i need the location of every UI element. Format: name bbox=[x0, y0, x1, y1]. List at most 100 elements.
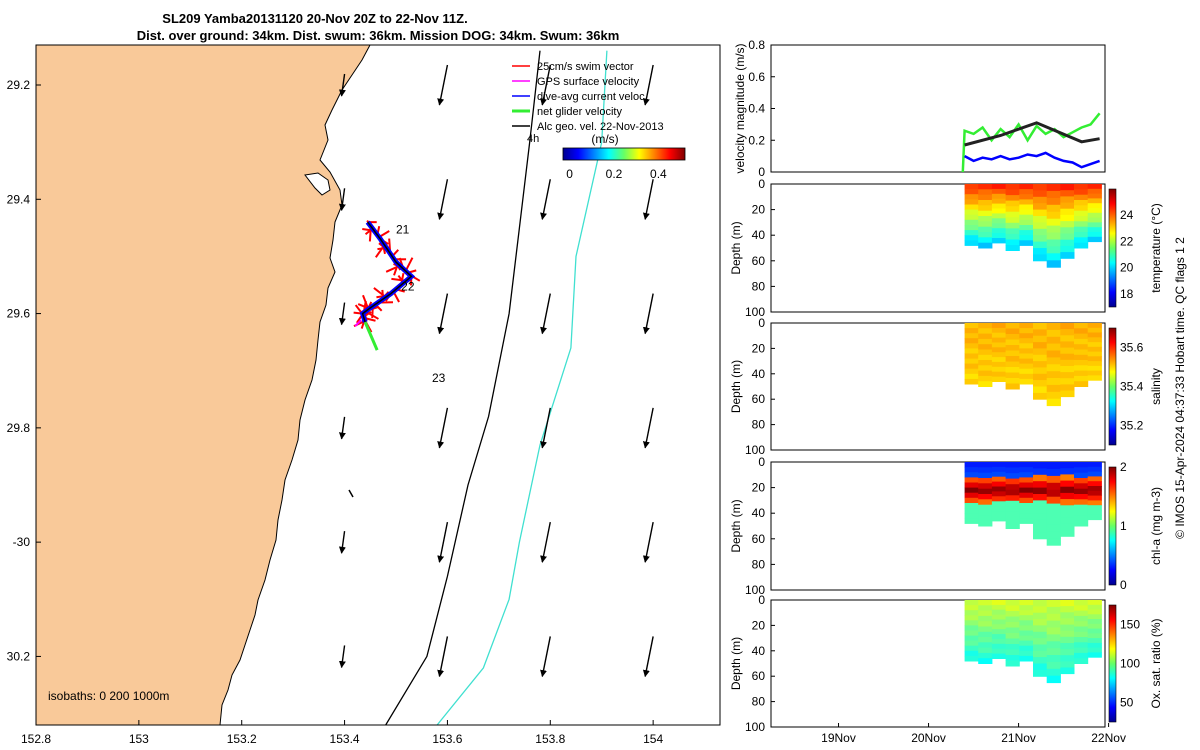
salinity-cell bbox=[978, 375, 993, 382]
salinity-colorbar-tick: 35.6 bbox=[1120, 341, 1144, 355]
salinity-cell bbox=[1060, 329, 1075, 336]
temperature-cell bbox=[978, 221, 993, 228]
oxygen-ytick-label: 60 bbox=[752, 669, 766, 683]
oxygen-cell bbox=[1046, 655, 1061, 663]
chlorophyll-cell bbox=[1033, 532, 1048, 540]
temperature-cell bbox=[1033, 196, 1048, 204]
temperature-cell bbox=[1019, 204, 1034, 211]
chlorophyll-cell bbox=[964, 467, 979, 473]
oxygen-cell bbox=[991, 634, 1007, 640]
chlorophyll-cell bbox=[991, 506, 1007, 512]
temperature-cell bbox=[978, 237, 993, 244]
temperature-cell bbox=[991, 213, 1007, 219]
time-xtick-label: 20Nov bbox=[911, 731, 946, 745]
salinity-cell bbox=[1087, 375, 1102, 381]
oxygen-cell bbox=[964, 630, 979, 637]
temperature-cell bbox=[1060, 245, 1075, 253]
temperature-cell bbox=[1074, 242, 1089, 249]
salinity-cell bbox=[991, 371, 1007, 378]
temperature-cell bbox=[1074, 216, 1089, 222]
chlorophyll-cell bbox=[1019, 482, 1034, 489]
geo-velocity-arrow bbox=[540, 636, 551, 678]
chlorophyll-cell bbox=[1033, 468, 1048, 476]
salinity-cell bbox=[1019, 368, 1034, 375]
velocity-ytick-label: 0.4 bbox=[748, 102, 765, 116]
chlorophyll-cell bbox=[1005, 484, 1020, 491]
map-frame bbox=[35, 44, 721, 726]
chlorophyll-cell bbox=[991, 471, 1007, 478]
chlorophyll-cell bbox=[1087, 505, 1102, 511]
salinity-cell bbox=[1087, 356, 1102, 362]
oxygen-cell bbox=[978, 621, 993, 627]
oxygen-cell bbox=[1060, 618, 1075, 625]
temperature-cell bbox=[1060, 184, 1075, 191]
oxygen-cell bbox=[964, 620, 979, 626]
chlorophyll-cell bbox=[1074, 510, 1089, 516]
temperature-cell bbox=[978, 184, 993, 190]
oxygen-cell bbox=[991, 643, 1007, 650]
salinity-cell bbox=[1005, 323, 1020, 329]
geo-velocity-arrow bbox=[642, 636, 654, 678]
temperature-cell bbox=[964, 214, 979, 221]
salinity-cell bbox=[991, 347, 1007, 353]
oxygen-cell bbox=[964, 615, 979, 621]
oxygen-cell bbox=[1033, 638, 1048, 645]
glider-track-line bbox=[361, 221, 413, 323]
chlorophyll-ylabel: Depth (m) bbox=[729, 499, 743, 552]
oxygen-cell bbox=[1060, 612, 1075, 619]
chlorophyll-cell bbox=[1060, 517, 1075, 525]
temperature-cell bbox=[1033, 184, 1048, 191]
temperature-cell bbox=[1033, 222, 1048, 230]
oxygen-cell bbox=[1019, 625, 1034, 631]
chlorophyll-cell bbox=[1019, 492, 1034, 499]
temperature-cell bbox=[1033, 209, 1048, 217]
salinity-cell bbox=[964, 363, 979, 370]
oxygen-cell bbox=[1005, 644, 1020, 650]
salinity-cell bbox=[991, 327, 1007, 334]
temperature-cell bbox=[978, 205, 993, 212]
map-ytick-label: -30 bbox=[13, 535, 31, 549]
salinity-cell bbox=[964, 348, 979, 354]
oxygen-cell bbox=[1060, 624, 1075, 632]
salinity-cell bbox=[1074, 333, 1089, 340]
salinity-cell bbox=[978, 354, 993, 361]
geo-velocity-arrow bbox=[540, 64, 551, 106]
temperature-cell bbox=[1046, 184, 1061, 192]
salinity-cell bbox=[1087, 342, 1102, 348]
oxygen-ylabel: Depth (m) bbox=[729, 637, 743, 690]
chlorophyll-cell bbox=[1019, 503, 1034, 509]
chlorophyll-cell bbox=[1019, 497, 1034, 504]
oxygen-cell bbox=[991, 600, 1007, 606]
oxygen-cell bbox=[1074, 610, 1089, 617]
chlorophyll-cell bbox=[1060, 480, 1075, 488]
islet bbox=[348, 489, 354, 498]
temperature-cell bbox=[964, 235, 979, 241]
oxygen-cell bbox=[1074, 615, 1089, 622]
oxygen-cell bbox=[978, 615, 993, 622]
chlorophyll-cell bbox=[1060, 468, 1075, 475]
chlorophyll-cell bbox=[1019, 508, 1034, 514]
temperature-cell bbox=[1046, 239, 1061, 247]
temperature-colorbar bbox=[1108, 188, 1117, 308]
temperature-cell bbox=[1033, 203, 1048, 211]
salinity-cell bbox=[1074, 349, 1089, 356]
oxygen-cell bbox=[1087, 633, 1102, 639]
oxygen-cell bbox=[1074, 652, 1089, 659]
oxygen-cell bbox=[1087, 638, 1102, 644]
figure-subtitle: Dist. over ground: 34km. Dist. swum: 36k… bbox=[137, 28, 620, 43]
oxygen-cell bbox=[1019, 615, 1034, 621]
temperature-cell bbox=[1087, 217, 1102, 223]
temperature-cell bbox=[978, 216, 993, 222]
salinity-cell bbox=[991, 337, 1007, 343]
temperature-cell bbox=[1033, 228, 1048, 236]
map-legend: 25cm/s swim vector GPS surface velocity di… bbox=[512, 61, 664, 133]
oxygen-cell bbox=[964, 610, 979, 616]
chlorophyll-cell bbox=[1087, 462, 1102, 468]
salinity-cell bbox=[1005, 383, 1020, 390]
legend-label-glider: net glider velocity bbox=[537, 106, 622, 118]
oxygen-cell bbox=[991, 614, 1007, 620]
temperature-cell bbox=[978, 200, 993, 206]
temperature-cell bbox=[1046, 232, 1061, 240]
oxygen-colorbar-tick: 50 bbox=[1120, 696, 1134, 710]
oxygen-cell bbox=[991, 624, 1007, 630]
